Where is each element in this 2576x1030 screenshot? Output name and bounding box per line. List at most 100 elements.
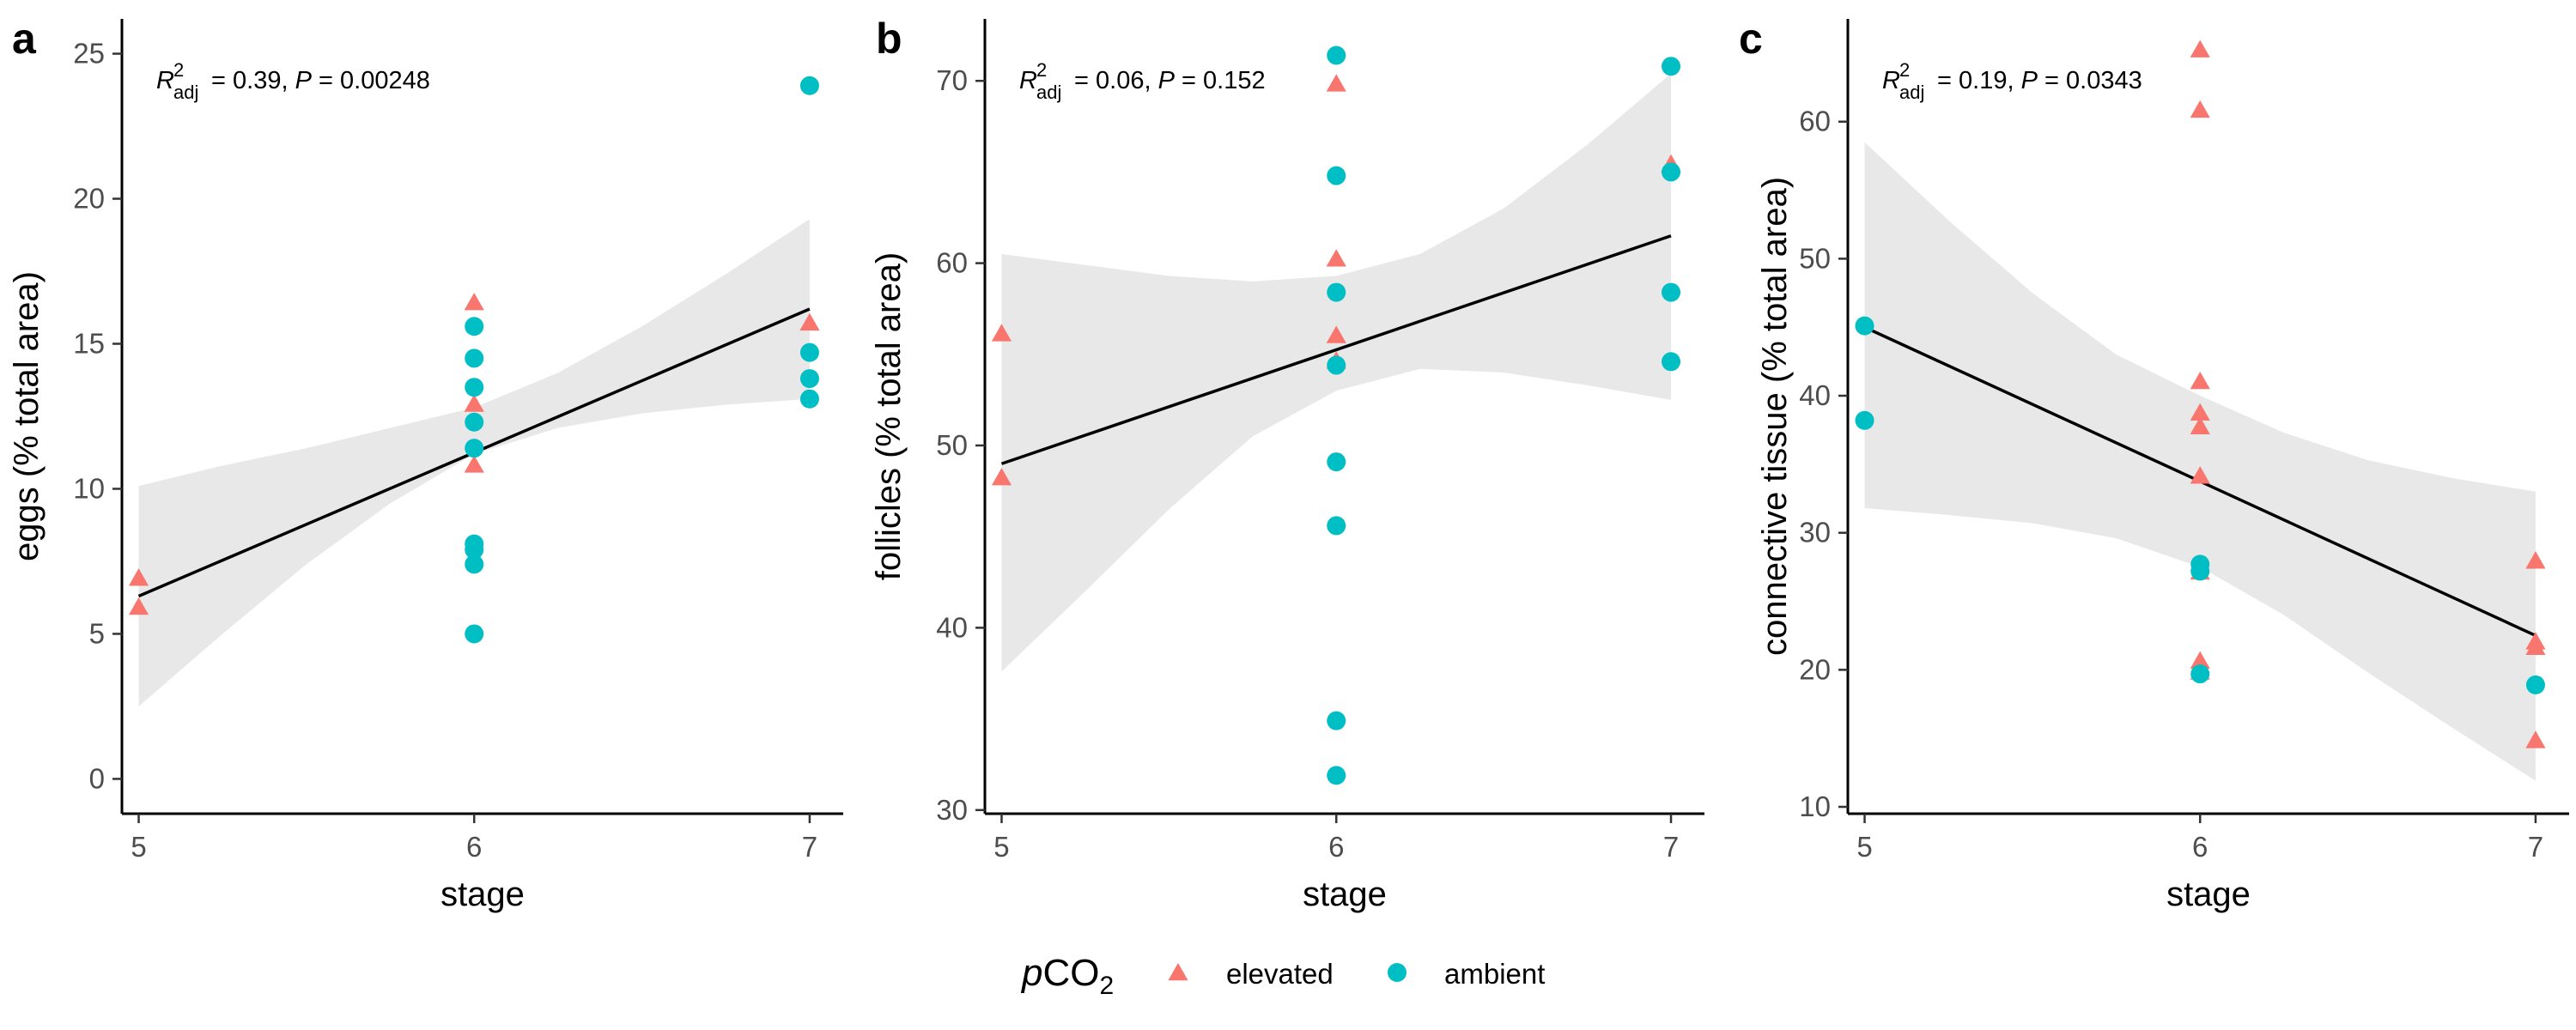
x-tick-label: 5 [131,831,146,863]
point-ambient [1855,410,1874,430]
point-elevated [128,597,149,615]
legend-title-main: CO [1042,952,1099,994]
x-tick-label: 5 [993,831,1009,863]
point-elevated [2525,637,2546,656]
legend-title: pCO2 [1020,952,1114,1000]
p-symbol: P [2021,67,2038,94]
stats-annotation: R2 adj = 0.19, P = 0.0343 [1882,59,2142,103]
r-squared-symbol: R [156,67,174,94]
point-ambient [465,412,484,432]
x-tick-label: 7 [1663,831,1679,863]
point-elevated [2190,403,2210,421]
y-tick-label: 15 [73,328,105,360]
point-elevated [2190,416,2210,434]
point-ambient [465,624,484,644]
point-ambient [799,369,819,389]
y-axis-title: connective tissue (% total area) [1756,177,1794,656]
y-tick-label: 10 [73,472,105,504]
point-ambient [1855,316,1874,336]
point-ambient [1662,162,1681,182]
point-ambient [2525,675,2545,694]
x-tick-label: 6 [466,831,482,863]
point-ambient [1662,352,1681,372]
point-ambient [2190,561,2210,581]
confidence-band [138,219,810,706]
regression-line [1000,234,1672,465]
point-elevated [464,394,484,412]
point-elevated [2190,466,2210,484]
legend-key-ambient [1388,963,1406,982]
r-squared-symbol: R [1019,67,1037,94]
point-elevated [991,324,1012,342]
r-squared-symbol: R [1882,67,1900,94]
point-ambient [465,378,484,397]
y-tick-label: 20 [73,183,105,215]
point-elevated [2190,371,2210,390]
point-ambient [1327,282,1346,302]
stats-annotation: R2 adj = 0.06, P = 0.152 [1019,59,1266,103]
point-elevated [2190,39,2210,58]
r-squared-sup: 2 [1899,59,1910,81]
panel-c: 10 20 30 40 50 60 5 6 7 stage connective tissue (%… [1739,15,2569,913]
x-tick-label: 7 [2528,831,2543,863]
point-ambient [799,389,819,409]
point-ambient [799,342,819,362]
point-ambient [1662,57,1681,76]
r-squared-value: = 0.06, [1067,67,1158,94]
y-tick-label: 40 [1799,379,1831,411]
panel-b: 30 40 50 60 70 5 6 7 stage follicles (% total are… [870,15,1704,913]
point-ambient [465,554,484,574]
confidence-band [1864,142,2536,781]
r-squared-sub: adj [173,82,198,103]
point-ambient [1327,45,1346,65]
panel-letter: b [876,15,902,63]
y-tick-label: 60 [936,247,968,279]
point-ambient [1327,355,1346,375]
point-ambient [1327,166,1346,185]
r-squared-value: = 0.19, [1930,67,2021,94]
p-value: = 0.00248 [312,67,430,94]
panel-letter: a [12,15,37,63]
legend: pCO2 elevated ambient [1020,952,1545,1000]
y-axis-title: follicles (% total area) [870,252,908,580]
point-ambient [1327,516,1346,536]
point-ambient [799,76,819,95]
legend-label-ambient: ambient [1444,958,1545,990]
point-ambient [2190,664,2210,684]
p-symbol: P [1158,67,1176,94]
y-axis-title: eggs (% total area) [8,271,46,561]
r-squared-sub: adj [1036,82,1061,103]
point-elevated [464,293,484,311]
x-tick-label: 7 [802,831,817,863]
x-axis-title: stage [440,876,525,913]
legend-title-italic: p [1020,952,1042,994]
r-squared-sub: adj [1899,82,1924,103]
r-squared-sup: 2 [173,59,184,81]
y-tick-label: 10 [1799,791,1831,822]
y-tick-label: 50 [936,429,968,461]
point-elevated [464,455,484,473]
point-elevated [2525,730,2546,748]
point-elevated [991,468,1012,486]
p-value: = 0.0343 [2038,67,2142,94]
y-tick-label: 60 [1799,106,1831,137]
y-tick-label: 40 [936,611,968,643]
point-elevated [2525,551,2546,569]
point-elevated [1326,249,1346,267]
point-ambient [1327,766,1346,785]
y-tick-label: 20 [1799,653,1831,685]
p-symbol: P [295,67,313,94]
x-axis-title: stage [1303,876,1387,913]
point-ambient [465,348,484,368]
y-tick-label: 30 [936,794,968,826]
point-elevated [2190,100,2210,118]
point-ambient [1327,452,1346,472]
r-squared-sup: 2 [1036,59,1047,81]
point-elevated [799,312,820,331]
legend-label-elevated: elevated [1226,958,1334,990]
point-elevated [1326,325,1346,343]
point-elevated [1326,74,1346,92]
p-value: = 0.152 [1175,67,1266,94]
